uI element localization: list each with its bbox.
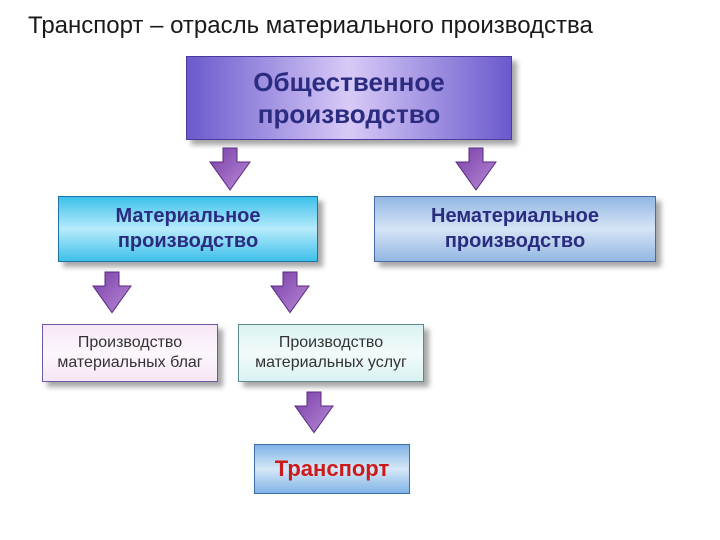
page-title: Транспорт – отрасль материального произв… — [28, 12, 692, 40]
node-root-label: Общественное производство — [187, 66, 511, 131]
node-nonmaterial-label: Нематериальное производство — [375, 204, 655, 254]
arrow-a3 — [93, 272, 131, 313]
node-transport-label: Транспорт — [275, 455, 389, 483]
node-material-label: Материальное производство — [59, 204, 317, 254]
node-nonmaterial: Нематериальное производство — [374, 196, 656, 262]
node-goods-label: Производство материальных благ — [43, 333, 217, 373]
arrow-a4 — [271, 272, 309, 313]
node-transport: Транспорт — [254, 444, 410, 494]
arrow-a2 — [456, 148, 496, 190]
arrow-a1 — [210, 148, 250, 190]
node-services-label: Производство материальных услуг — [239, 333, 423, 373]
node-root: Общественное производство — [186, 56, 512, 140]
arrow-a5 — [295, 392, 333, 433]
node-services: Производство материальных услуг — [238, 324, 424, 382]
node-goods: Производство материальных благ — [42, 324, 218, 382]
node-material: Материальное производство — [58, 196, 318, 262]
